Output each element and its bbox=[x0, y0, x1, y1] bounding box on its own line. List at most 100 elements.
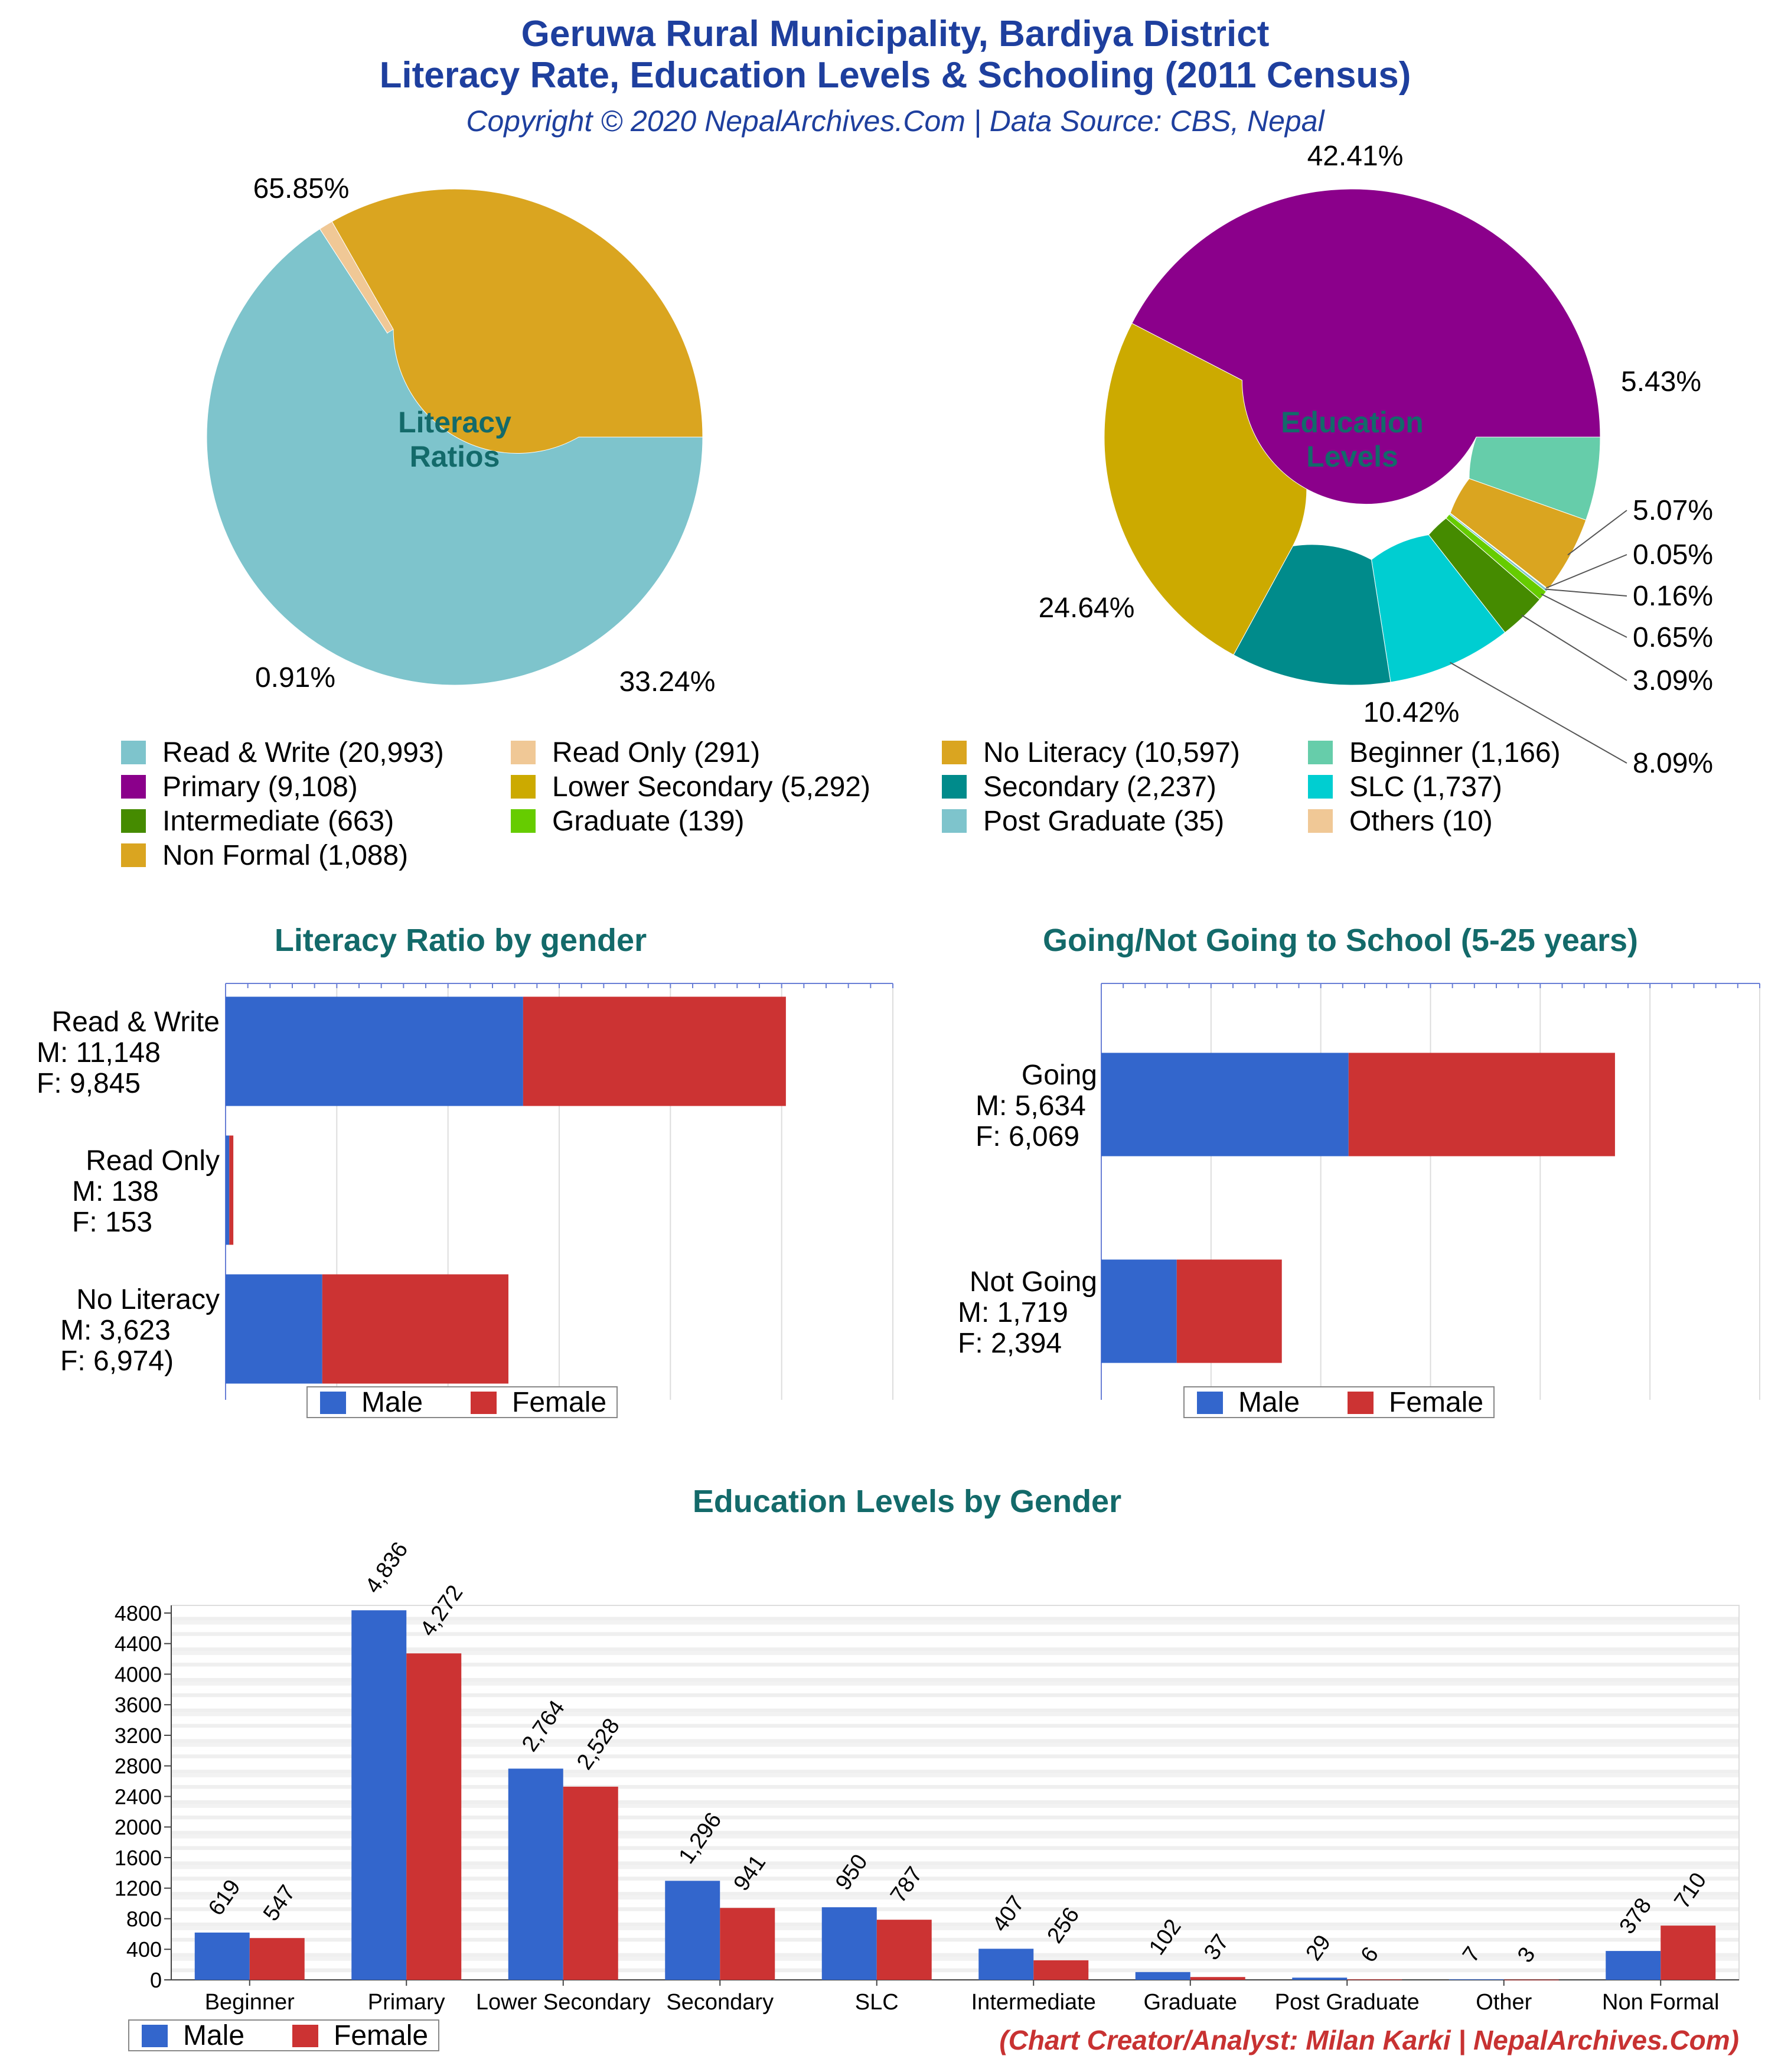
grid-band bbox=[171, 1700, 1739, 1705]
grid-band bbox=[171, 1945, 1739, 1950]
chart-legend: Male Female bbox=[1183, 1386, 1495, 1418]
legend-label: Beginner (1,166) bbox=[1349, 737, 1561, 768]
legend-box bbox=[1183, 1386, 1495, 1418]
title-line-2: Literacy Rate, Education Levels & School… bbox=[380, 55, 1411, 96]
category-label: Going bbox=[1022, 1060, 1097, 1091]
x-tick-label: Secondary bbox=[666, 1990, 774, 2015]
grid-band bbox=[171, 1960, 1739, 1965]
legend-label: SLC (1,737) bbox=[1349, 771, 1502, 803]
chart-legend: Male Female bbox=[128, 2019, 439, 2051]
grid-band bbox=[171, 1655, 1739, 1659]
legend-label: Post Graduate (35) bbox=[983, 806, 1224, 837]
donut-slice-secondary bbox=[1233, 544, 1391, 686]
grid-band bbox=[171, 1937, 1739, 1942]
x-tick-label: SLC bbox=[855, 1990, 899, 2015]
legend-box bbox=[128, 2019, 439, 2051]
bar-female bbox=[1176, 1259, 1282, 1363]
leader-line bbox=[1545, 588, 1627, 597]
column-male bbox=[508, 1768, 563, 1980]
x-tick-label: Post Graduate bbox=[1275, 1990, 1420, 2015]
x-tick-label: Primary bbox=[368, 1990, 445, 2015]
legend-swatch bbox=[511, 775, 536, 799]
grid-band bbox=[171, 1724, 1739, 1728]
donut-percent-label: 0.65% bbox=[1633, 622, 1713, 653]
donut-legend: Read & Write (20,993) Read Only (291) No L… bbox=[121, 737, 1561, 871]
legend-label: Graduate (139) bbox=[552, 806, 745, 837]
legend-label: Read & Write (20,993) bbox=[162, 737, 444, 768]
grid-band bbox=[171, 1739, 1739, 1743]
column-female bbox=[1033, 1960, 1089, 1980]
x-tick-label: Other bbox=[1476, 1990, 1532, 2015]
donut-percent-label: 0.16% bbox=[1633, 581, 1713, 612]
x-tick-label: Beginner bbox=[205, 1990, 295, 2015]
grid-band bbox=[171, 1677, 1739, 1682]
grid-band bbox=[171, 1800, 1739, 1804]
y-tick-label: 0 bbox=[150, 1968, 162, 1992]
grid-band bbox=[171, 1953, 1739, 1957]
grid-band bbox=[171, 1861, 1739, 1865]
legend-swatch bbox=[942, 775, 967, 799]
column-female bbox=[1190, 1977, 1245, 1980]
grid-band bbox=[171, 1793, 1739, 1797]
legend-swatch bbox=[121, 741, 146, 764]
legend-swatch bbox=[121, 843, 146, 867]
legend-swatch bbox=[942, 809, 967, 833]
donut-percent-label: 65.85% bbox=[253, 173, 350, 204]
donut-center-label: Education bbox=[1281, 406, 1424, 439]
education-by-gender-title: Education Levels by Gender bbox=[693, 1484, 1121, 1519]
grid-band bbox=[171, 1976, 1739, 1980]
grid-band bbox=[171, 1632, 1739, 1636]
grid-band bbox=[171, 1762, 1739, 1766]
y-tick-label: 400 bbox=[126, 1937, 162, 1962]
grid-band bbox=[171, 1754, 1739, 1758]
column-female bbox=[876, 1920, 932, 1980]
column-female bbox=[563, 1786, 618, 1980]
grid-band bbox=[171, 1876, 1739, 1881]
category-label: F: 6,069 bbox=[976, 1121, 1079, 1152]
legend-label: Secondary (2,237) bbox=[983, 771, 1216, 803]
column-female bbox=[406, 1653, 462, 1980]
column-male bbox=[1449, 1979, 1504, 1980]
donut-percent-label: 33.24% bbox=[619, 666, 716, 698]
leader-line bbox=[1546, 554, 1627, 589]
legend-swatch bbox=[511, 809, 536, 833]
grid-band bbox=[171, 1609, 1739, 1613]
legend-swatch bbox=[942, 741, 967, 764]
grid-band bbox=[171, 1693, 1739, 1698]
category-label: M: 1,719 bbox=[958, 1297, 1068, 1328]
legend-label-male: Male bbox=[183, 2020, 244, 2051]
grid-band bbox=[171, 1922, 1739, 1927]
column-female bbox=[1347, 1979, 1402, 1980]
donut-percent-label: 3.09% bbox=[1633, 665, 1713, 696]
column-male bbox=[665, 1881, 720, 1980]
category-label: No Literacy bbox=[76, 1284, 220, 1315]
y-tick-label: 4800 bbox=[115, 1601, 162, 1625]
y-tick-label: 4000 bbox=[115, 1662, 162, 1686]
credit-text: (Chart Creator/Analyst: Milan Karki | Ne… bbox=[999, 2025, 1739, 2055]
grid-band bbox=[171, 1968, 1739, 1973]
legend-label: Others (10) bbox=[1349, 806, 1493, 837]
leader-line bbox=[1541, 593, 1627, 638]
legend-swatch bbox=[121, 809, 146, 833]
legend-swatch-male bbox=[142, 2025, 168, 2047]
school-going-title: Going/Not Going to School (5-25 years) bbox=[1043, 923, 1638, 958]
column-male bbox=[351, 1610, 407, 1980]
leader-line bbox=[1567, 510, 1627, 556]
bar-female bbox=[229, 1135, 234, 1245]
grid-band bbox=[171, 1777, 1739, 1781]
leader-line bbox=[1521, 614, 1627, 681]
grid-band bbox=[171, 1907, 1739, 1911]
grid-band bbox=[171, 1869, 1739, 1873]
y-tick-label: 3200 bbox=[115, 1724, 162, 1748]
legend-box bbox=[306, 1386, 618, 1418]
category-label: F: 153 bbox=[72, 1207, 152, 1238]
category-label: Read Only bbox=[86, 1145, 220, 1177]
y-tick-label: 800 bbox=[126, 1907, 162, 1931]
donut-percent-label: 5.43% bbox=[1621, 366, 1701, 398]
grid-band bbox=[171, 1838, 1739, 1843]
